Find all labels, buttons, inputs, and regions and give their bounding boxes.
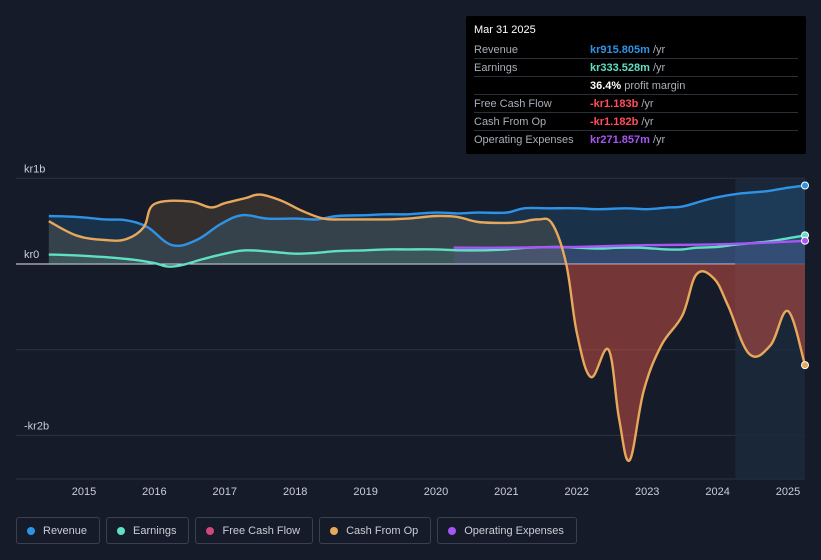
legend-dot-icon [27,526,35,535]
y-axis-labels: kr1b kr0 -kr2b [24,163,49,432]
endpoint-cash-from-op [801,361,809,370]
legend-dot-icon [117,526,126,535]
legend-label: Operating Expenses [464,524,564,537]
x-tick-label: 2021 [494,486,518,498]
y-tick-label: kr0 [24,249,39,261]
x-tick-label: 2015 [72,486,96,498]
tooltip-row-free-cash-flow: Free Cash Flow -kr1.183b/yr [474,94,798,112]
legend-item-operating-expenses[interactable]: Operating Expenses [437,517,577,544]
tooltip-value: 36.4% [590,79,622,92]
series-endpoints [801,181,809,370]
tooltip-unit: /yr [652,61,666,74]
tooltip-date: Mar 31 2025 [474,24,536,36]
tooltip-value: kr333.528m [590,61,650,74]
tooltip-row-revenue: Revenue kr915.805m/yr [474,41,798,58]
endpoint-operating-expenses [801,236,809,245]
x-tick-label: 2019 [353,486,377,498]
area-free-cash-flow [48,264,805,461]
tooltip: Mar 31 2025 Revenue kr915.805m/yr Earnings… [466,16,806,154]
tooltip-unit: /yr [652,133,666,146]
line-revenue [48,184,806,248]
series-lines [48,184,807,462]
legend-dot-icon [206,526,215,535]
line-earnings [48,234,806,268]
tooltip-unit: /yr [652,43,666,56]
legend-item-free-cash-flow[interactable]: Free Cash Flow [195,517,314,544]
tooltip-value: -kr1.182b [590,115,639,128]
x-tick-label: 2016 [142,486,166,498]
tooltip-unit: profit margin [624,79,686,92]
tooltip-row-operating-expenses: Operating Expenses kr271.857m/yr [474,130,798,148]
forecast-shading [735,179,805,479]
x-tick-label: 2020 [424,486,448,498]
tooltip-value: -kr1.183b [590,97,639,110]
legend-label: Earnings [133,524,177,537]
legend-label: Cash From Op [346,524,419,537]
x-tick-label: 2022 [565,486,589,498]
gridlines [16,177,805,480]
legend-item-cash-from-op[interactable]: Cash From Op [319,517,432,544]
y-tick-label: kr1b [24,163,45,175]
x-tick-label: 2025 [776,486,800,498]
x-tick-label: 2023 [635,486,659,498]
legend-item-revenue[interactable]: Revenue [16,517,101,544]
area-earnings [48,235,806,267]
legend: Revenue Earnings Free Cash Flow Cash From O… [16,517,583,544]
tooltip-row-cash-from-op: Cash From Op -kr1.182b/yr [474,112,798,130]
area-revenue [48,185,806,264]
line-operating-expenses [453,239,806,249]
y-tick-label: -kr2b [24,420,49,432]
line-cash-from-op [48,193,807,462]
tooltip-value: kr915.805m [590,43,650,56]
tooltip-label: Revenue [474,43,519,56]
tooltip-unit: /yr [641,115,654,128]
tooltip-value: kr271.857m [590,133,650,146]
tooltip-label: Operating Expenses [474,133,574,146]
tooltip-label: Earnings [474,61,518,74]
x-tick-label: 2018 [283,486,307,498]
legend-item-earnings[interactable]: Earnings [106,517,190,544]
x-axis-labels: 2015 2016 2017 2018 2019 2020 2021 2022 2023 2024… [72,486,800,498]
x-tick-label: 2017 [213,486,237,498]
x-tick-label: 2024 [705,486,729,498]
legend-label: Free Cash Flow [222,524,301,537]
legend-dot-icon [330,526,339,535]
tooltip-row-profit-margin: 36.4% profit margin [474,76,798,94]
legend-label: Revenue [43,524,88,537]
tooltip-label: Cash From Op [474,115,547,128]
endpoint-revenue [801,181,809,190]
tooltip-label: Free Cash Flow [474,97,552,110]
series-areas [48,185,806,461]
tooltip-unit: /yr [641,97,654,110]
legend-dot-icon [448,526,457,535]
tooltip-row-earnings: Earnings kr333.528m/yr [474,58,798,76]
